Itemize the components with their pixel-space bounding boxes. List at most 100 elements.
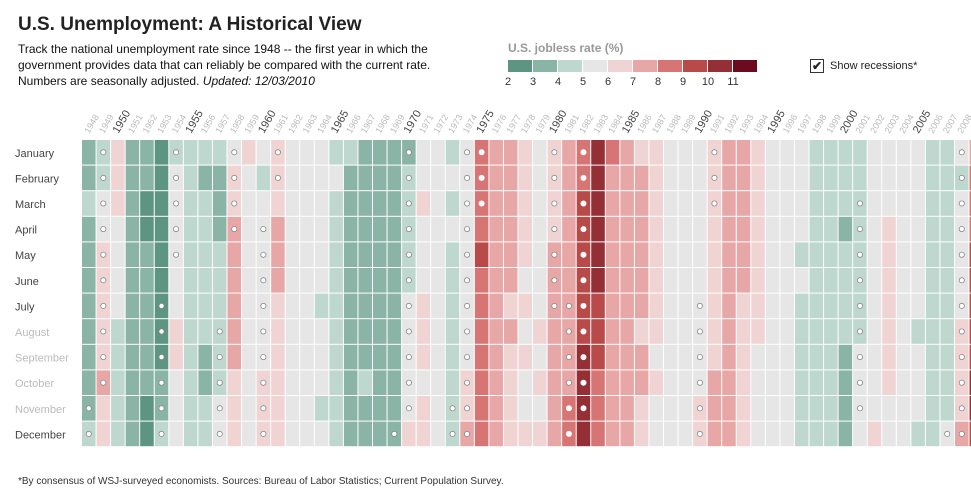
heatmap-cell[interactable] <box>431 396 445 421</box>
heatmap-cell[interactable] <box>242 396 256 421</box>
heatmap-cell[interactable] <box>824 293 838 319</box>
heatmap-cell[interactable] <box>198 268 212 293</box>
heatmap-cell[interactable] <box>271 370 285 395</box>
heatmap-cell[interactable] <box>794 268 809 293</box>
heatmap-cell[interactable] <box>751 370 765 395</box>
heatmap-cell[interactable] <box>969 191 971 216</box>
heatmap-cell[interactable] <box>111 216 125 242</box>
heatmap-cell[interactable] <box>271 319 285 344</box>
heatmap-cell[interactable] <box>794 165 809 191</box>
heatmap-cell[interactable] <box>111 344 125 370</box>
heatmap-cell[interactable] <box>518 421 533 447</box>
heatmap-cell[interactable] <box>605 293 620 319</box>
heatmap-cell[interactable] <box>736 216 751 242</box>
heatmap-cell[interactable] <box>445 242 460 267</box>
heatmap-cell[interactable] <box>314 396 329 421</box>
heatmap-cell[interactable] <box>678 370 693 395</box>
heatmap-cell[interactable] <box>794 191 809 216</box>
heatmap-cell[interactable] <box>343 216 358 242</box>
heatmap-cell[interactable] <box>314 165 329 191</box>
heatmap-cell[interactable] <box>824 396 838 421</box>
heatmap-cell[interactable] <box>882 242 896 267</box>
heatmap-cell[interactable] <box>445 268 460 293</box>
heatmap-cell[interactable] <box>140 293 154 319</box>
heatmap-cell[interactable] <box>867 370 882 395</box>
heatmap-cell[interactable] <box>925 293 940 319</box>
heatmap-cell[interactable] <box>474 242 489 267</box>
heatmap-cell[interactable] <box>533 421 547 447</box>
heatmap-cell[interactable] <box>271 421 285 447</box>
heatmap-cell[interactable] <box>271 242 285 267</box>
heatmap-cell[interactable] <box>518 191 533 216</box>
heatmap-cell[interactable] <box>373 370 387 395</box>
heatmap-cell[interactable] <box>824 191 838 216</box>
heatmap-cell[interactable] <box>896 319 911 344</box>
heatmap-cell[interactable] <box>664 191 678 216</box>
heatmap-cell[interactable] <box>198 216 212 242</box>
heatmap-cell[interactable] <box>824 165 838 191</box>
heatmap-cell[interactable] <box>431 370 445 395</box>
heatmap-cell[interactable] <box>314 216 329 242</box>
heatmap-cell[interactable] <box>867 191 882 216</box>
heatmap-cell[interactable] <box>271 344 285 370</box>
heatmap-cell[interactable] <box>125 344 140 370</box>
heatmap-cell[interactable] <box>605 216 620 242</box>
heatmap-cell[interactable] <box>373 319 387 344</box>
heatmap-cell[interactable] <box>227 319 242 344</box>
heatmap-cell[interactable] <box>256 165 271 191</box>
heatmap-cell[interactable] <box>183 319 198 344</box>
heatmap-cell[interactable] <box>591 370 605 395</box>
heatmap-cell[interactable] <box>314 140 329 165</box>
heatmap-cell[interactable] <box>183 242 198 267</box>
heatmap-cell[interactable] <box>751 421 765 447</box>
heatmap-cell[interactable] <box>911 191 925 216</box>
heatmap-cell[interactable] <box>649 242 663 267</box>
heatmap-cell[interactable] <box>198 165 212 191</box>
heatmap-cell[interactable] <box>271 191 285 216</box>
heatmap-cell[interactable] <box>198 344 212 370</box>
heatmap-cell[interactable] <box>169 370 183 395</box>
heatmap-cell[interactable] <box>765 370 780 395</box>
heatmap-cell[interactable] <box>896 216 911 242</box>
heatmap-cell[interactable] <box>620 396 634 421</box>
heatmap-cell[interactable] <box>285 396 300 421</box>
heatmap-cell[interactable] <box>445 165 460 191</box>
heatmap-cell[interactable] <box>111 140 125 165</box>
heatmap-cell[interactable] <box>518 370 533 395</box>
heatmap-cell[interactable] <box>242 370 256 395</box>
heatmap-cell[interactable] <box>314 191 329 216</box>
heatmap-cell[interactable] <box>285 165 300 191</box>
heatmap-cell[interactable] <box>300 421 314 447</box>
heatmap-cell[interactable] <box>736 140 751 165</box>
heatmap-cell[interactable] <box>664 268 678 293</box>
heatmap-cell[interactable] <box>664 421 678 447</box>
heatmap-cell[interactable] <box>445 293 460 319</box>
heatmap-cell[interactable] <box>620 268 634 293</box>
heatmap-cell[interactable] <box>329 242 343 267</box>
heatmap-cell[interactable] <box>169 319 183 344</box>
heatmap-cell[interactable] <box>445 216 460 242</box>
heatmap-cell[interactable] <box>445 344 460 370</box>
heatmap-cell[interactable] <box>664 396 678 421</box>
heatmap-cell[interactable] <box>634 216 649 242</box>
heatmap-cell[interactable] <box>809 396 824 421</box>
heatmap-cell[interactable] <box>649 344 663 370</box>
heatmap-cell[interactable] <box>562 140 576 165</box>
heatmap-cell[interactable] <box>183 268 198 293</box>
heatmap-cell[interactable] <box>256 191 271 216</box>
heatmap-cell[interactable] <box>707 370 722 395</box>
heatmap-cell[interactable] <box>605 191 620 216</box>
heatmap-cell[interactable] <box>838 319 853 344</box>
heatmap-cell[interactable] <box>416 344 431 370</box>
heatmap-cell[interactable] <box>882 396 896 421</box>
heatmap-cell[interactable] <box>227 396 242 421</box>
heatmap-cell[interactable] <box>343 293 358 319</box>
heatmap-cell[interactable] <box>387 140 402 165</box>
heatmap-cell[interactable] <box>824 140 838 165</box>
heatmap-cell[interactable] <box>198 191 212 216</box>
heatmap-cell[interactable] <box>867 344 882 370</box>
heatmap-cell[interactable] <box>809 268 824 293</box>
heatmap-cell[interactable] <box>736 293 751 319</box>
heatmap-cell[interactable] <box>533 165 547 191</box>
heatmap-cell[interactable] <box>969 421 971 447</box>
